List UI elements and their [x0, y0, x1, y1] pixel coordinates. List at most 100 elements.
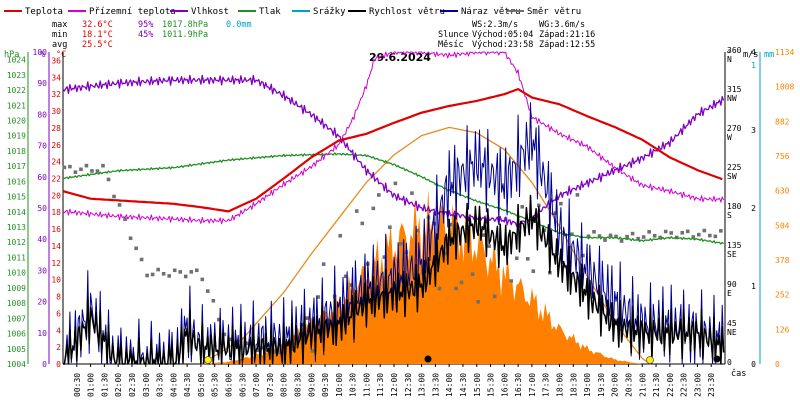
stats-min-hum: 45% — [138, 30, 153, 40]
hpa-tick-label: 1006 — [7, 330, 26, 339]
time-tick-label: 15:00 — [473, 373, 482, 397]
humidity-tick-label: 70 — [37, 142, 47, 151]
time-tick-label: 22:00 — [666, 373, 675, 397]
radiation-tick-label: 630 — [775, 187, 790, 196]
time-tick-label: 06:30 — [238, 373, 247, 397]
hpa-tick-label: 1004 — [7, 360, 26, 369]
temperature-tick-label: 4 — [56, 326, 61, 335]
wind-direction-point — [200, 277, 205, 282]
time-tick-label: 20:30 — [624, 373, 633, 397]
stats-max-press: 1017.8hPa — [162, 20, 208, 30]
legend-label-teplota: Teplota — [25, 7, 63, 17]
direction-tick-label: 45 — [727, 319, 737, 328]
temperature-tick-label: 10 — [51, 276, 61, 285]
wind-direction-point — [371, 206, 376, 211]
time-tick-label: 10:30 — [349, 373, 358, 397]
time-tick-label: 15:30 — [487, 373, 496, 397]
legend: Teplota Přízemní teplota Vlhkost Tlak Sr… — [4, 7, 581, 17]
time-tick-label: 14:00 — [445, 373, 454, 397]
radiation-tick-label: 378 — [775, 256, 790, 265]
hpa-tick-label: 1014 — [7, 208, 26, 217]
wind-direction-point — [222, 332, 227, 337]
series-line-rychlost-v-tru — [63, 194, 725, 365]
hpa-tick-label: 1024 — [7, 56, 26, 65]
time-tick-label: 00:30 — [73, 373, 82, 397]
wind-direction-point — [183, 274, 188, 279]
dir-unit-label: ° — [726, 50, 731, 60]
wind-direction-point — [630, 231, 635, 236]
time-tick-label: 05:00 — [197, 373, 206, 397]
hpa-tick-label: 1020 — [7, 116, 26, 125]
series-line-tlak — [62, 152, 725, 245]
wind-direction-point — [708, 233, 712, 238]
windspeed-tick-label: 3 — [751, 126, 756, 135]
solar-radiation-area — [200, 189, 643, 364]
wind-direction-point — [603, 238, 607, 242]
stats-min-label: min — [52, 30, 67, 40]
time-tick-label: 09:30 — [321, 373, 330, 397]
temperature-tick-label: 36 — [51, 56, 61, 65]
temperature-tick-label: 26 — [51, 141, 61, 150]
stats-block: max 32.6°C 95% 1017.8hPa 0.0mm min 18.1°… — [52, 20, 595, 50]
temperature-tick-label: 8 — [56, 293, 61, 302]
windspeed-tick-label: 1 — [751, 282, 756, 291]
hpa-tick-label: 1021 — [7, 101, 26, 110]
stats-max-label: max — [52, 20, 67, 30]
wind-direction-point — [106, 177, 111, 182]
wind-direction-point — [150, 272, 155, 277]
wind-direction-point — [277, 350, 282, 355]
stats-avg-temp: 25.5°C — [82, 40, 113, 50]
time-tick-label: 06:00 — [225, 373, 234, 397]
sunset-marker-icon — [646, 356, 654, 364]
hpa-tick-label: 1009 — [7, 284, 26, 293]
stats-min-temp: 18.1°C — [82, 30, 113, 40]
wind-direction-point — [343, 274, 348, 279]
time-tick-label: 13:00 — [418, 373, 427, 397]
direction-tick-label: 180 — [727, 202, 742, 211]
humidity-tick-label: 40 — [37, 235, 47, 244]
time-tick-label: 19:30 — [597, 373, 606, 397]
time-tick-label: 11:30 — [376, 373, 385, 397]
stats-rain: 0.0mm — [226, 20, 252, 30]
wind-direction-point — [332, 294, 337, 299]
wind-direction-point — [145, 273, 149, 278]
wind-direction-point — [481, 233, 486, 237]
stats-avg-label: avg — [52, 40, 67, 50]
time-tick-label: 22:30 — [680, 373, 689, 397]
wind-direction-point — [90, 169, 94, 173]
temperature-tick-label: 34 — [51, 73, 61, 82]
stats-wg: WG:3.6m/s — [539, 20, 585, 30]
time-tick-label: 01:30 — [100, 373, 109, 397]
humidity-tick-label: 90 — [37, 79, 47, 88]
humidity-tick-label: 20 — [37, 298, 47, 307]
humidity-tick-label: 10 — [37, 329, 47, 338]
solar-radiation-max-line — [200, 126, 651, 365]
wind-direction-point — [702, 228, 707, 233]
series-line-p-zemn-teplota — [62, 51, 725, 225]
time-tick-label: 03:30 — [156, 373, 165, 397]
wind-direction-point — [377, 193, 381, 197]
radiation-tick-label: 1008 — [775, 83, 794, 92]
wind-direction-point — [228, 337, 232, 342]
humidity-tick-label: 80 — [37, 110, 47, 119]
time-tick-label: 07:30 — [266, 373, 275, 397]
time-tick-label: 09:00 — [307, 373, 316, 397]
hpa-tick-label: 1016 — [7, 177, 26, 186]
direction-tick-label: 225 — [727, 163, 742, 172]
wind-direction-point — [68, 164, 72, 169]
chart-title: 29.6.2024 — [369, 51, 431, 64]
time-tick-label: 20:00 — [611, 373, 620, 397]
time-tick-label: 18:30 — [569, 373, 578, 397]
temperature-tick-label: 0 — [56, 360, 61, 369]
humidity-tick-label: 60 — [37, 173, 47, 182]
wind-direction-point — [663, 229, 668, 234]
wind-direction-point — [570, 232, 574, 237]
hpa-tick-label: 1010 — [7, 269, 26, 278]
wind-direction-point — [62, 165, 67, 170]
stats-sun-label: Slunce — [438, 30, 469, 40]
wind-direction-point — [531, 269, 536, 273]
temperature-tick-label: 16 — [51, 225, 61, 234]
wind-direction-point — [586, 234, 591, 239]
time-tick-label: 10:00 — [335, 373, 344, 397]
